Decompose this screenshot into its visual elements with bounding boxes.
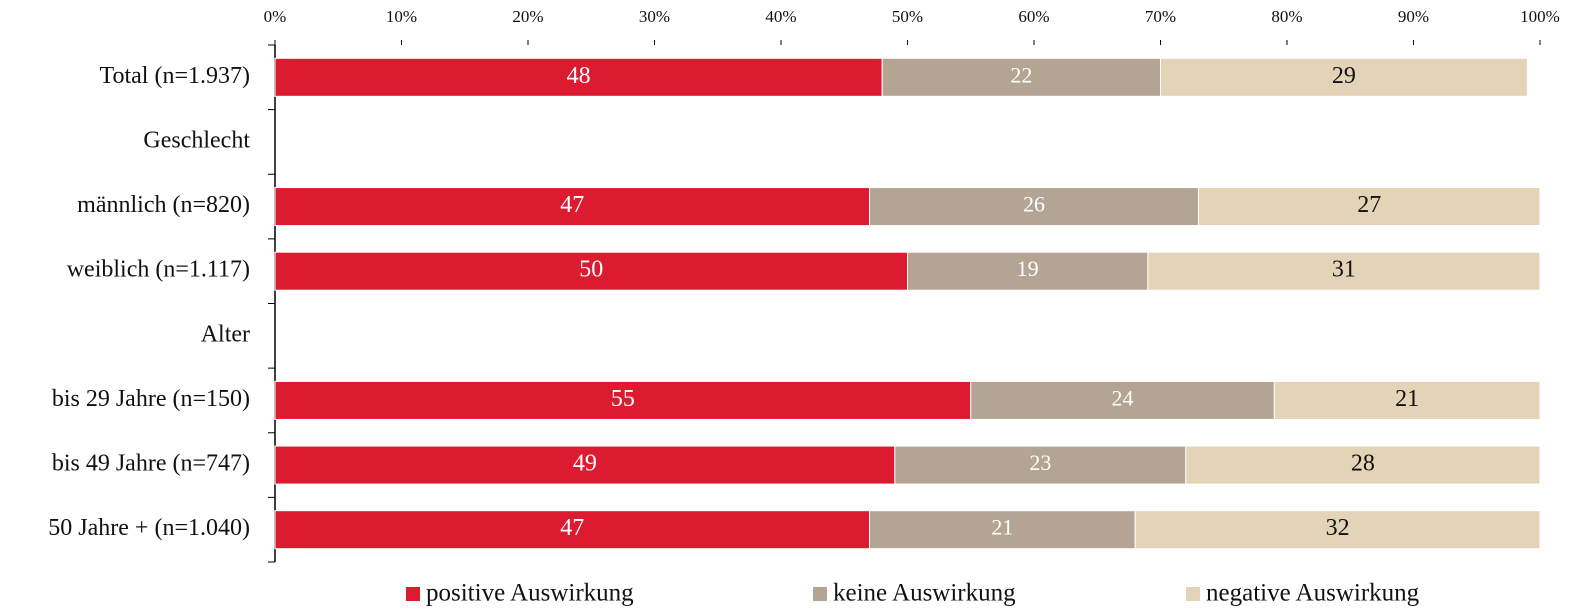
y-tick-label: männlich (n=820) [77, 192, 250, 218]
legend-swatch [1186, 587, 1200, 601]
x-tick-label: 50% [892, 7, 923, 26]
value-label: 47 [560, 192, 584, 218]
y-tick-label: 50 Jahre + (n=1.040) [48, 515, 250, 541]
value-label: 32 [1326, 515, 1350, 541]
bar-segment [869, 510, 1136, 550]
value-label: 28 [1351, 451, 1375, 477]
y-tick-label: bis 49 Jahre (n=747) [52, 451, 250, 477]
bar-segment [894, 445, 1187, 485]
value-label: 47 [560, 515, 584, 541]
x-tick-label: 10% [386, 7, 417, 26]
value-label: 49 [573, 451, 597, 477]
legend-swatch [406, 587, 420, 601]
value-label: 55 [611, 386, 635, 412]
x-tick-label: 30% [639, 7, 670, 26]
bar-segment [1273, 380, 1541, 420]
x-tick-label: 90% [1398, 7, 1429, 26]
x-tick-label: 80% [1271, 7, 1302, 26]
x-tick-label: 100% [1520, 7, 1560, 26]
value-label: 50 [579, 257, 603, 283]
bar-segment [1134, 510, 1541, 550]
x-tick-label: 20% [512, 7, 543, 26]
legend-label: positive Auswirkung [426, 580, 634, 607]
y-tick-label: weiblich (n=1.117) [67, 257, 250, 283]
y-tick-label: bis 29 Jahre (n=150) [52, 386, 250, 412]
bar-segment [1147, 251, 1541, 291]
legend-label: negative Auswirkung [1206, 580, 1420, 607]
bar-segment [274, 380, 972, 420]
y-tick-label: Total (n=1.937) [100, 63, 251, 89]
value-label: 27 [1357, 192, 1381, 218]
x-tick-label: 60% [1018, 7, 1049, 26]
x-tick-label: 70% [1145, 7, 1176, 26]
bar-segment [274, 187, 871, 227]
y-tick-label: Alter [201, 321, 250, 347]
value-label: 21 [991, 515, 1013, 540]
bar-segment [1185, 445, 1541, 485]
bar-segment [1197, 187, 1541, 227]
value-label: 22 [1010, 62, 1032, 87]
x-tick-label: 40% [765, 7, 796, 26]
value-label: 26 [1023, 192, 1045, 217]
x-tick-label: 0% [264, 7, 287, 26]
value-label: 23 [1029, 450, 1051, 475]
bar-segment [970, 380, 1275, 420]
value-label: 31 [1332, 257, 1356, 283]
value-label: 29 [1332, 63, 1356, 89]
value-label: 24 [1112, 385, 1134, 410]
y-tick-label: Geschlecht [143, 127, 250, 153]
bar-segment [869, 187, 1199, 227]
legend-swatch [813, 587, 827, 601]
bar-segment [907, 251, 1149, 291]
bar-segment [1160, 57, 1528, 97]
value-label: 48 [567, 63, 591, 89]
bar-segment [274, 445, 896, 485]
value-label: 21 [1395, 386, 1419, 412]
bar-segment [274, 510, 871, 550]
legend-label: keine Auswirkung [833, 580, 1016, 607]
value-label: 19 [1017, 256, 1039, 281]
